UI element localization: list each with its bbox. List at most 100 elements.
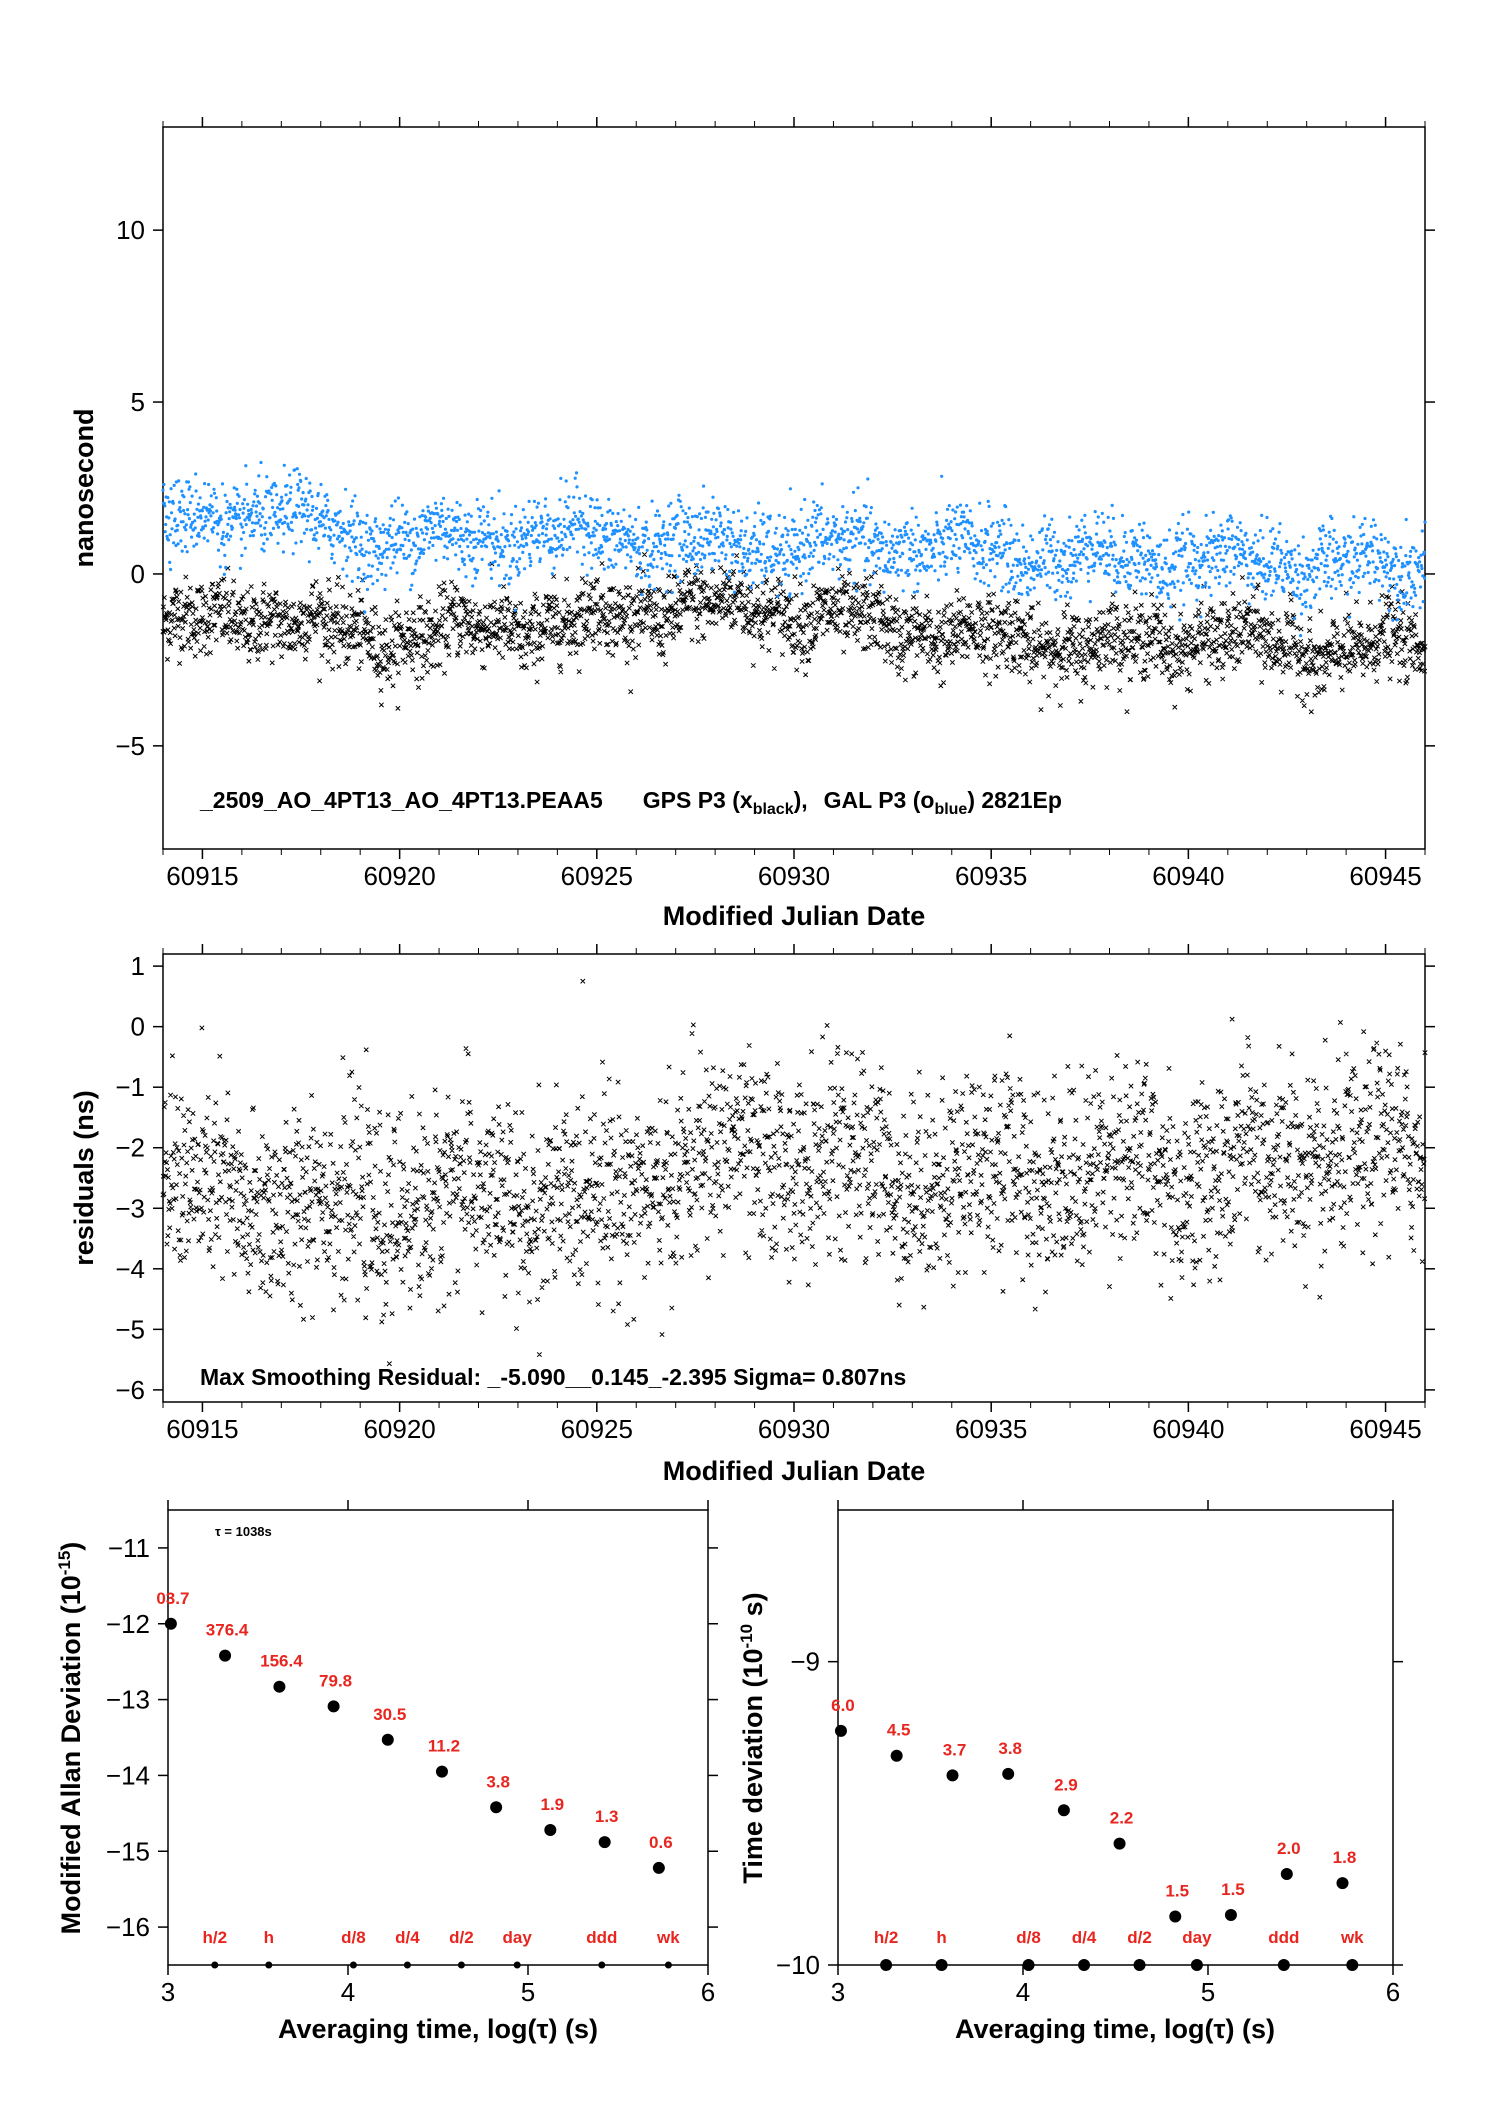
interval-marker bbox=[598, 1961, 606, 1969]
point-label: 1.9 bbox=[540, 1795, 564, 1814]
y-tick-label: −5 bbox=[115, 1314, 145, 1344]
data-point bbox=[381, 1733, 394, 1746]
data-point bbox=[435, 1765, 448, 1778]
y-tick-label: 1 bbox=[131, 951, 145, 981]
residuals-panel: 60915 60920 60925 60930 60935 60940 60945 1 0 −1 −… bbox=[69, 944, 1435, 1486]
plot-frame bbox=[167, 1509, 709, 1966]
y-tick-label: −1 bbox=[115, 1072, 145, 1102]
data-point bbox=[1280, 1868, 1293, 1880]
x-tick-label: 60915 bbox=[166, 861, 238, 891]
series-gps-p3-markers bbox=[160, 552, 1428, 715]
x-tick-label: 60930 bbox=[758, 1414, 830, 1444]
data-point bbox=[834, 1724, 847, 1737]
data-point bbox=[219, 1649, 232, 1662]
point-label: 1.3 bbox=[595, 1807, 619, 1826]
interval-marker bbox=[403, 1961, 411, 1969]
y-tick-label: 0 bbox=[131, 1012, 145, 1042]
x-tick-label: 60925 bbox=[561, 861, 633, 891]
data-point bbox=[1224, 1908, 1237, 1921]
epoch-label: ) 2821Ep bbox=[967, 787, 1062, 813]
y-tick-label: −2 bbox=[115, 1133, 145, 1163]
data-point bbox=[1113, 1837, 1126, 1850]
file-label: _2509_AO_4PT13_AO_4PT13.PEAA5 bbox=[199, 787, 603, 813]
point-label: 3.8 bbox=[998, 1739, 1022, 1758]
data-points bbox=[160, 460, 1428, 715]
interval-label: d/4 bbox=[1072, 1928, 1097, 1947]
axes: 3 4 5 6 −9 −10 bbox=[776, 1500, 1403, 2007]
x-tick-label: 6 bbox=[701, 1977, 715, 2007]
data-point bbox=[490, 1801, 503, 1814]
point-label: 6.0 bbox=[831, 1696, 855, 1715]
y-axis-title-exponent: -15 bbox=[55, 1551, 74, 1576]
y-tick-label: −4 bbox=[115, 1254, 145, 1284]
interval-label: d/8 bbox=[341, 1928, 366, 1947]
y-axis-title: residuals (ns) bbox=[69, 1090, 99, 1266]
point-label: 2.0 bbox=[1277, 1839, 1301, 1858]
interval-marker bbox=[513, 1961, 521, 1969]
axes: 60915 60920 60925 60930 60935 60940 60945 1 0 −1 −… bbox=[115, 944, 1435, 1444]
interval-label: wk bbox=[1340, 1928, 1364, 1947]
interval-label: d/2 bbox=[1127, 1928, 1152, 1947]
data-point bbox=[273, 1680, 286, 1693]
data-points bbox=[160, 978, 1428, 1367]
data-point bbox=[598, 1836, 611, 1849]
x-axis-title: Modified Julian Date bbox=[663, 901, 926, 931]
interval-label: d/2 bbox=[449, 1928, 474, 1947]
interval-marker bbox=[1078, 1959, 1091, 1971]
allan-deviation-panel: 03.7 376.4 156.4 79.8 30.5 11.2 3.8 1.9 1.3 0.6 h/… bbox=[55, 1500, 718, 2044]
x-tick-label: 60925 bbox=[561, 1414, 633, 1444]
interval-label: h bbox=[936, 1928, 946, 1947]
point-label: 3.8 bbox=[486, 1772, 510, 1791]
interval-marker bbox=[1346, 1959, 1359, 1971]
y-axis-title-tail: s) bbox=[738, 1592, 768, 1624]
point-label: 11.2 bbox=[428, 1737, 460, 1756]
y-tick-label: −5 bbox=[115, 731, 145, 761]
x-tick-label: 4 bbox=[1016, 1977, 1030, 2007]
point-label: 376.4 bbox=[206, 1621, 249, 1640]
y-tick-label: −9 bbox=[790, 1647, 820, 1677]
x-tick-label: 60935 bbox=[955, 1414, 1027, 1444]
point-label: 4.5 bbox=[887, 1721, 911, 1740]
x-axis-title: Modified Julian Date bbox=[663, 1456, 926, 1486]
y-axis-title-exponent: -10 bbox=[737, 1624, 756, 1649]
data-point bbox=[1057, 1804, 1070, 1817]
y-axis-title: nanosecond bbox=[69, 408, 99, 567]
gal-label: GAL P3 (o bbox=[824, 787, 935, 813]
x-tick-label: 60930 bbox=[758, 861, 830, 891]
interval-label: h/2 bbox=[203, 1928, 228, 1947]
y-tick-label: −13 bbox=[106, 1685, 150, 1715]
x-tick-label: 60920 bbox=[363, 1414, 435, 1444]
interval-marker bbox=[1277, 1959, 1290, 1971]
interval-label: day bbox=[1182, 1928, 1212, 1947]
x-tick-label: 60940 bbox=[1152, 1414, 1224, 1444]
point-label: 1.8 bbox=[1333, 1848, 1357, 1867]
interval-marker bbox=[664, 1961, 672, 1969]
interval-marker bbox=[1133, 1959, 1146, 1971]
y-tick-label: −16 bbox=[106, 1912, 150, 1942]
plot-frame bbox=[837, 1509, 1394, 1966]
point-label: 2.2 bbox=[1110, 1809, 1134, 1828]
gps-label: GPS P3 (x bbox=[643, 787, 753, 813]
interval-marker bbox=[1190, 1959, 1203, 1971]
point-label: 03.7 bbox=[156, 1589, 189, 1608]
y-tick-label: −10 bbox=[776, 1950, 820, 1980]
point-label: 79.8 bbox=[319, 1671, 352, 1690]
plot-frame bbox=[162, 953, 1426, 1403]
axes: 60915 60920 60925 60930 60935 60940 60945 10 5 0 −… bbox=[115, 117, 1435, 891]
y-tick-label: −11 bbox=[108, 1533, 150, 1563]
x-tick-label: 3 bbox=[161, 1977, 175, 2007]
point-label: 30.5 bbox=[373, 1705, 406, 1724]
interval-label: ddd bbox=[586, 1928, 617, 1947]
separator: ), bbox=[794, 787, 808, 813]
interval-label: ddd bbox=[1268, 1928, 1299, 1947]
plot-frame bbox=[162, 126, 1426, 850]
x-tick-label: 4 bbox=[341, 1977, 355, 2007]
panel-annotation: Max Smoothing Residual: _-5.090__0.145_-… bbox=[200, 1364, 906, 1390]
interval-label: h/2 bbox=[874, 1928, 899, 1947]
point-label: 1.5 bbox=[1221, 1880, 1245, 1899]
series-gal-p3-markers bbox=[161, 460, 1427, 638]
y-tick-label: −6 bbox=[115, 1375, 145, 1405]
data-point bbox=[652, 1861, 665, 1874]
y-tick-label: −12 bbox=[106, 1609, 150, 1639]
